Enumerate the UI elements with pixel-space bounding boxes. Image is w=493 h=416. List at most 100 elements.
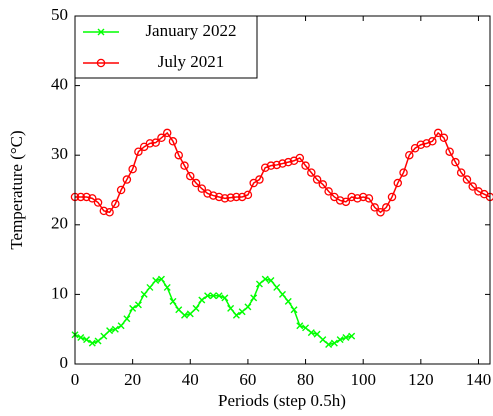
marker [451,157,460,167]
marker [106,327,114,335]
y-tick-label: 10 [51,283,68,302]
marker [462,175,472,184]
marker [330,339,338,347]
x-tick-label: 140 [466,370,492,389]
marker [123,315,131,323]
marker [405,150,414,160]
marker [134,147,143,156]
marker [295,153,305,163]
x-tick-label: 120 [408,370,434,389]
marker [88,194,97,203]
x-tick-label: 80 [297,370,314,389]
marker [146,283,154,291]
y-tick-label: 0 [60,353,69,372]
marker [284,157,293,167]
marker [433,128,443,138]
marker [422,139,431,148]
marker [278,159,287,168]
x-axis-label: Periods (step 0.5h) [218,391,346,410]
marker [318,180,328,189]
marker [302,324,310,332]
y-tick-label: 20 [51,214,68,233]
marker [180,161,189,170]
marker [88,339,96,347]
series-line [75,131,491,214]
marker [348,332,356,340]
marker [296,322,304,330]
marker [279,290,286,298]
marker [220,194,230,203]
marker [266,161,276,170]
marker [105,208,114,217]
marker [204,292,212,300]
marker [376,208,385,217]
marker [227,304,235,312]
marker [162,128,172,138]
marker [232,311,240,319]
marker [336,336,344,344]
marker [273,283,281,291]
marker [198,296,206,304]
marker [134,301,142,309]
marker [261,275,269,283]
marker [341,197,351,207]
marker [163,283,171,291]
y-tick-label: 30 [51,144,68,163]
marker [468,182,477,191]
marker [347,192,356,202]
marker [214,192,224,202]
marker [221,294,229,302]
marker [83,336,91,344]
marker [272,160,281,170]
marker [324,187,333,196]
marker [319,336,327,344]
marker [260,163,270,172]
marker [445,147,454,156]
marker [399,168,408,177]
marker [168,137,178,146]
marker [100,332,108,340]
marker [191,178,201,188]
marker [255,175,264,184]
marker [186,310,194,318]
marker [232,192,241,202]
marker [325,341,333,349]
marker [203,189,212,198]
x-tick-label: 60 [239,370,256,389]
marker [94,337,102,345]
marker [157,133,166,143]
legend-box [74,15,258,79]
legend-marker [96,58,106,68]
marker [353,194,362,203]
marker [381,203,391,212]
plot-frame [74,15,491,365]
marker [192,304,200,312]
marker [307,329,315,337]
marker [307,168,316,177]
marker [284,297,292,305]
marker [342,334,350,342]
marker [250,294,258,302]
marker [116,185,126,195]
x-tick-label: 40 [182,370,199,389]
marker [140,290,148,298]
marker [122,175,132,184]
marker [181,311,189,319]
marker [439,133,449,143]
marker [152,276,160,284]
marker [129,304,137,312]
marker [335,196,345,205]
marker [128,164,137,174]
marker [267,276,275,284]
marker [174,150,183,160]
marker [244,303,252,311]
marker [358,192,368,202]
marker [99,206,109,216]
marker [428,137,437,146]
marker [151,138,160,147]
x-tick-label: 0 [71,370,80,389]
marker [209,191,218,200]
x-tick-label: 100 [350,370,376,389]
marker [313,330,321,338]
